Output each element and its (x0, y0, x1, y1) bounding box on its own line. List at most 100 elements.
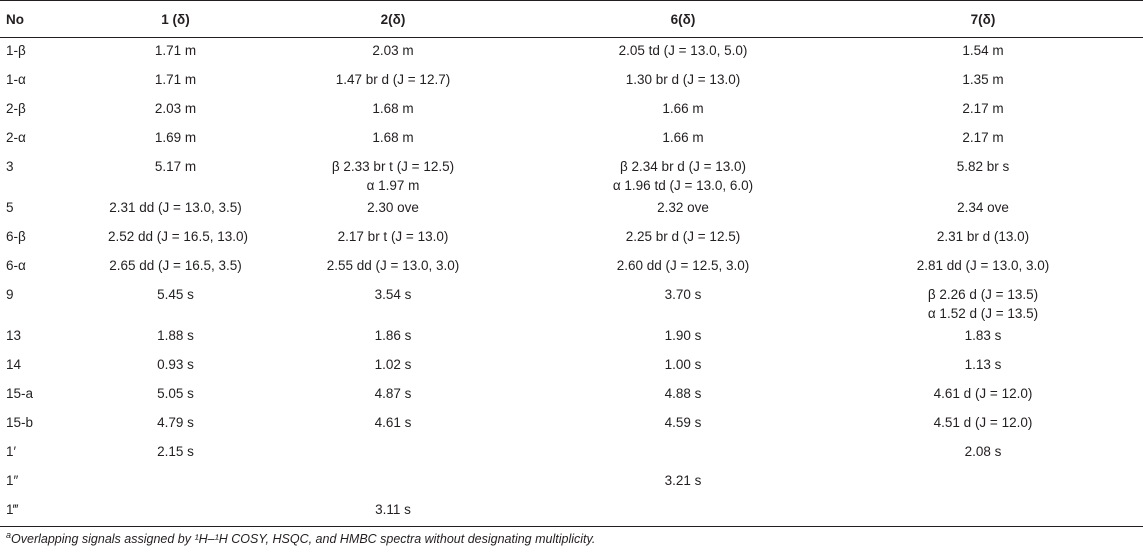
shift-cell-c4: 2.34 ove (823, 195, 1143, 224)
shift-value: 2.03 m (372, 43, 414, 58)
header-compound-2: 2(δ) (243, 0, 543, 38)
shift-cell-c3: 3.70 s (543, 282, 823, 323)
position-cell: 13 (6, 328, 22, 343)
shift-cell-c1: 2.52 dd (J = 16.5, 13.0) (108, 224, 248, 253)
table-row: 14 0.93 s 1.02 s 1.00 s 1.13 s (0, 352, 1143, 381)
shift-value: 1.66 m (662, 130, 704, 145)
shift-cell-c3: 2.32 ove (543, 195, 823, 224)
footnote-text: Overlapping signals assigned by ¹H–¹H CO… (11, 532, 596, 547)
shift-value: β 2.34 br d (J = 13.0) (620, 159, 746, 174)
shift-cell-c2 (243, 439, 543, 468)
shift-cell-c1: 2.15 s (108, 439, 243, 468)
table-row: 5 2.31 dd (J = 13.0, 3.5) 2.30 ove 2.32 ove… (0, 195, 1143, 224)
shift-cell-c2: 2.55 dd (J = 13.0, 3.0) (243, 253, 543, 282)
shift-value: 2.81 dd (J = 13.0, 3.0) (916, 258, 1050, 273)
shift-cell-c3: β 2.34 br d (J = 13.0) α 1.96 td (J = 13.… (543, 154, 823, 195)
shift-value: 2.60 dd (J = 12.5, 3.0) (616, 258, 750, 273)
shift-value: 4.79 s (157, 415, 194, 430)
shift-cell-c1: 1.69 m (108, 125, 243, 154)
shift-cell-c4: 1.35 m (823, 67, 1143, 96)
shift-cell-c4: 1.83 s (823, 323, 1143, 352)
shift-cell-c2: 1.68 m (243, 96, 543, 125)
shift-cell-c3: 2.25 br d (J = 12.5) (543, 224, 823, 253)
shift-value: 2.17 m (962, 130, 1004, 145)
shift-value: 1.66 m (662, 101, 704, 116)
shift-value: 1.71 m (154, 72, 197, 87)
shift-cell-c3: 1.30 br d (J = 13.0) (543, 67, 823, 96)
footnote-marker: a (6, 530, 12, 540)
shift-cell-c4: 2.17 m (823, 96, 1143, 125)
position-cell: 14 (6, 357, 22, 372)
shift-value: 0.93 s (157, 357, 194, 372)
shift-cell-c3: 1.00 s (543, 352, 823, 381)
shift-value: 4.59 s (664, 415, 702, 430)
shift-cell-c1: 2.65 dd (J = 16.5, 3.5) (108, 253, 243, 282)
table-row: 1″ 3.21 s (0, 468, 1143, 497)
shift-value: 3.54 s (374, 287, 412, 302)
shift-value: 3.70 s (664, 287, 702, 302)
table-row: 1′ 2.15 s 2.08 s (0, 439, 1143, 468)
shift-cell-c2: 1.86 s (243, 323, 543, 352)
shift-cell-c3 (543, 497, 823, 527)
shift-value: 1.90 s (664, 328, 702, 343)
shift-cell-c2: 3.11 s (243, 497, 543, 527)
shift-value: 2.34 ove (957, 200, 1009, 215)
shift-cell-c1: 2.03 m (108, 96, 243, 125)
shift-cell-c4: 2.08 s (823, 439, 1143, 468)
table-row: 2-β 2.03 m 1.68 m 1.66 m 2.17 m (0, 96, 1143, 125)
shift-cell-c1: 5.05 s (108, 381, 243, 410)
shift-value: 5.05 s (157, 386, 194, 401)
shift-cell-c2: 2.30 ove (243, 195, 543, 224)
shift-cell-c3: 3.21 s (543, 468, 823, 497)
shift-value: 3.11 s (375, 502, 411, 517)
shift-cell-c4: 1.13 s (823, 352, 1143, 381)
shift-value: 2.55 dd (J = 13.0, 3.0) (326, 258, 460, 273)
position-cell: 15-a (6, 386, 34, 401)
shift-cell-c4: 2.31 br d (13.0) (823, 224, 1143, 253)
position-cell: 2-α (6, 130, 26, 145)
shift-value: β 2.26 d (J = 13.5) (927, 287, 1039, 302)
shift-value: α 1.97 m (366, 178, 420, 193)
shift-cell-c4: 2.81 dd (J = 13.0, 3.0) (823, 253, 1143, 282)
shift-value: 1.00 s (664, 357, 702, 372)
position-cell: 3 (6, 159, 14, 174)
shift-cell-c2: β 2.33 br t (J = 12.5) α 1.97 m (243, 154, 543, 195)
shift-cell-c4 (823, 468, 1143, 497)
shift-cell-c4: 5.82 br s (823, 154, 1143, 195)
shift-cell-c2: 1.47 br d (J = 12.7) (243, 67, 543, 96)
shift-value: 4.87 s (374, 386, 412, 401)
shift-cell-c1 (108, 468, 243, 497)
position-cell: 1′ (6, 444, 17, 459)
shift-cell-c3 (543, 439, 823, 468)
table-row: 13 1.88 s 1.86 s 1.90 s 1.83 s (0, 323, 1143, 352)
table-header-row: No 1 (δ) 2(δ) 6(δ) 7(δ) (0, 0, 1143, 38)
table-row: 6-β 2.52 dd (J = 16.5, 13.0) 2.17 br t (J … (0, 224, 1143, 253)
header-no: No (0, 0, 108, 38)
shift-cell-c2: 2.17 br t (J = 13.0) (243, 224, 543, 253)
shift-cell-c3: 1.66 m (543, 96, 823, 125)
table-row: 1-β 1.71 m 2.03 m 2.05 td (J = 13.0, 5.0) 1.… (0, 38, 1143, 68)
position-cell: 1-α (6, 72, 26, 87)
header-compound-6: 6(δ) (543, 0, 823, 38)
shift-cell-c4: 4.51 d (J = 12.0) (823, 410, 1143, 439)
shift-cell-c3: 4.59 s (543, 410, 823, 439)
table-row: 15-b 4.79 s 4.61 s 4.59 s 4.51 d (J = 12.0) (0, 410, 1143, 439)
position-cell: 1-β (6, 43, 26, 58)
table-body: 1-β 1.71 m 2.03 m 2.05 td (J = 13.0, 5.0) 1.… (0, 38, 1143, 527)
position-cell: 1″ (6, 473, 19, 488)
shift-value: α 1.52 d (J = 13.5) (927, 306, 1039, 321)
shift-cell-c1: 5.45 s (108, 282, 243, 323)
shift-value: 1.68 m (372, 130, 414, 145)
shift-value: 2.17 br t (J = 13.0) (337, 229, 449, 244)
shift-cell-c1: 2.31 dd (J = 13.0, 3.5) (108, 195, 243, 224)
position-cell: 5 (6, 200, 14, 215)
shift-value: 2.65 dd (J = 16.5, 3.5) (109, 258, 242, 273)
shift-cell-c1 (108, 497, 243, 527)
shift-cell-c4: 1.54 m (823, 38, 1143, 68)
table-row: 15-a 5.05 s 4.87 s 4.88 s 4.61 d (J = 12.0) (0, 381, 1143, 410)
shift-cell-c1: 1.71 m (108, 67, 243, 96)
shift-cell-c1: 1.88 s (108, 323, 243, 352)
